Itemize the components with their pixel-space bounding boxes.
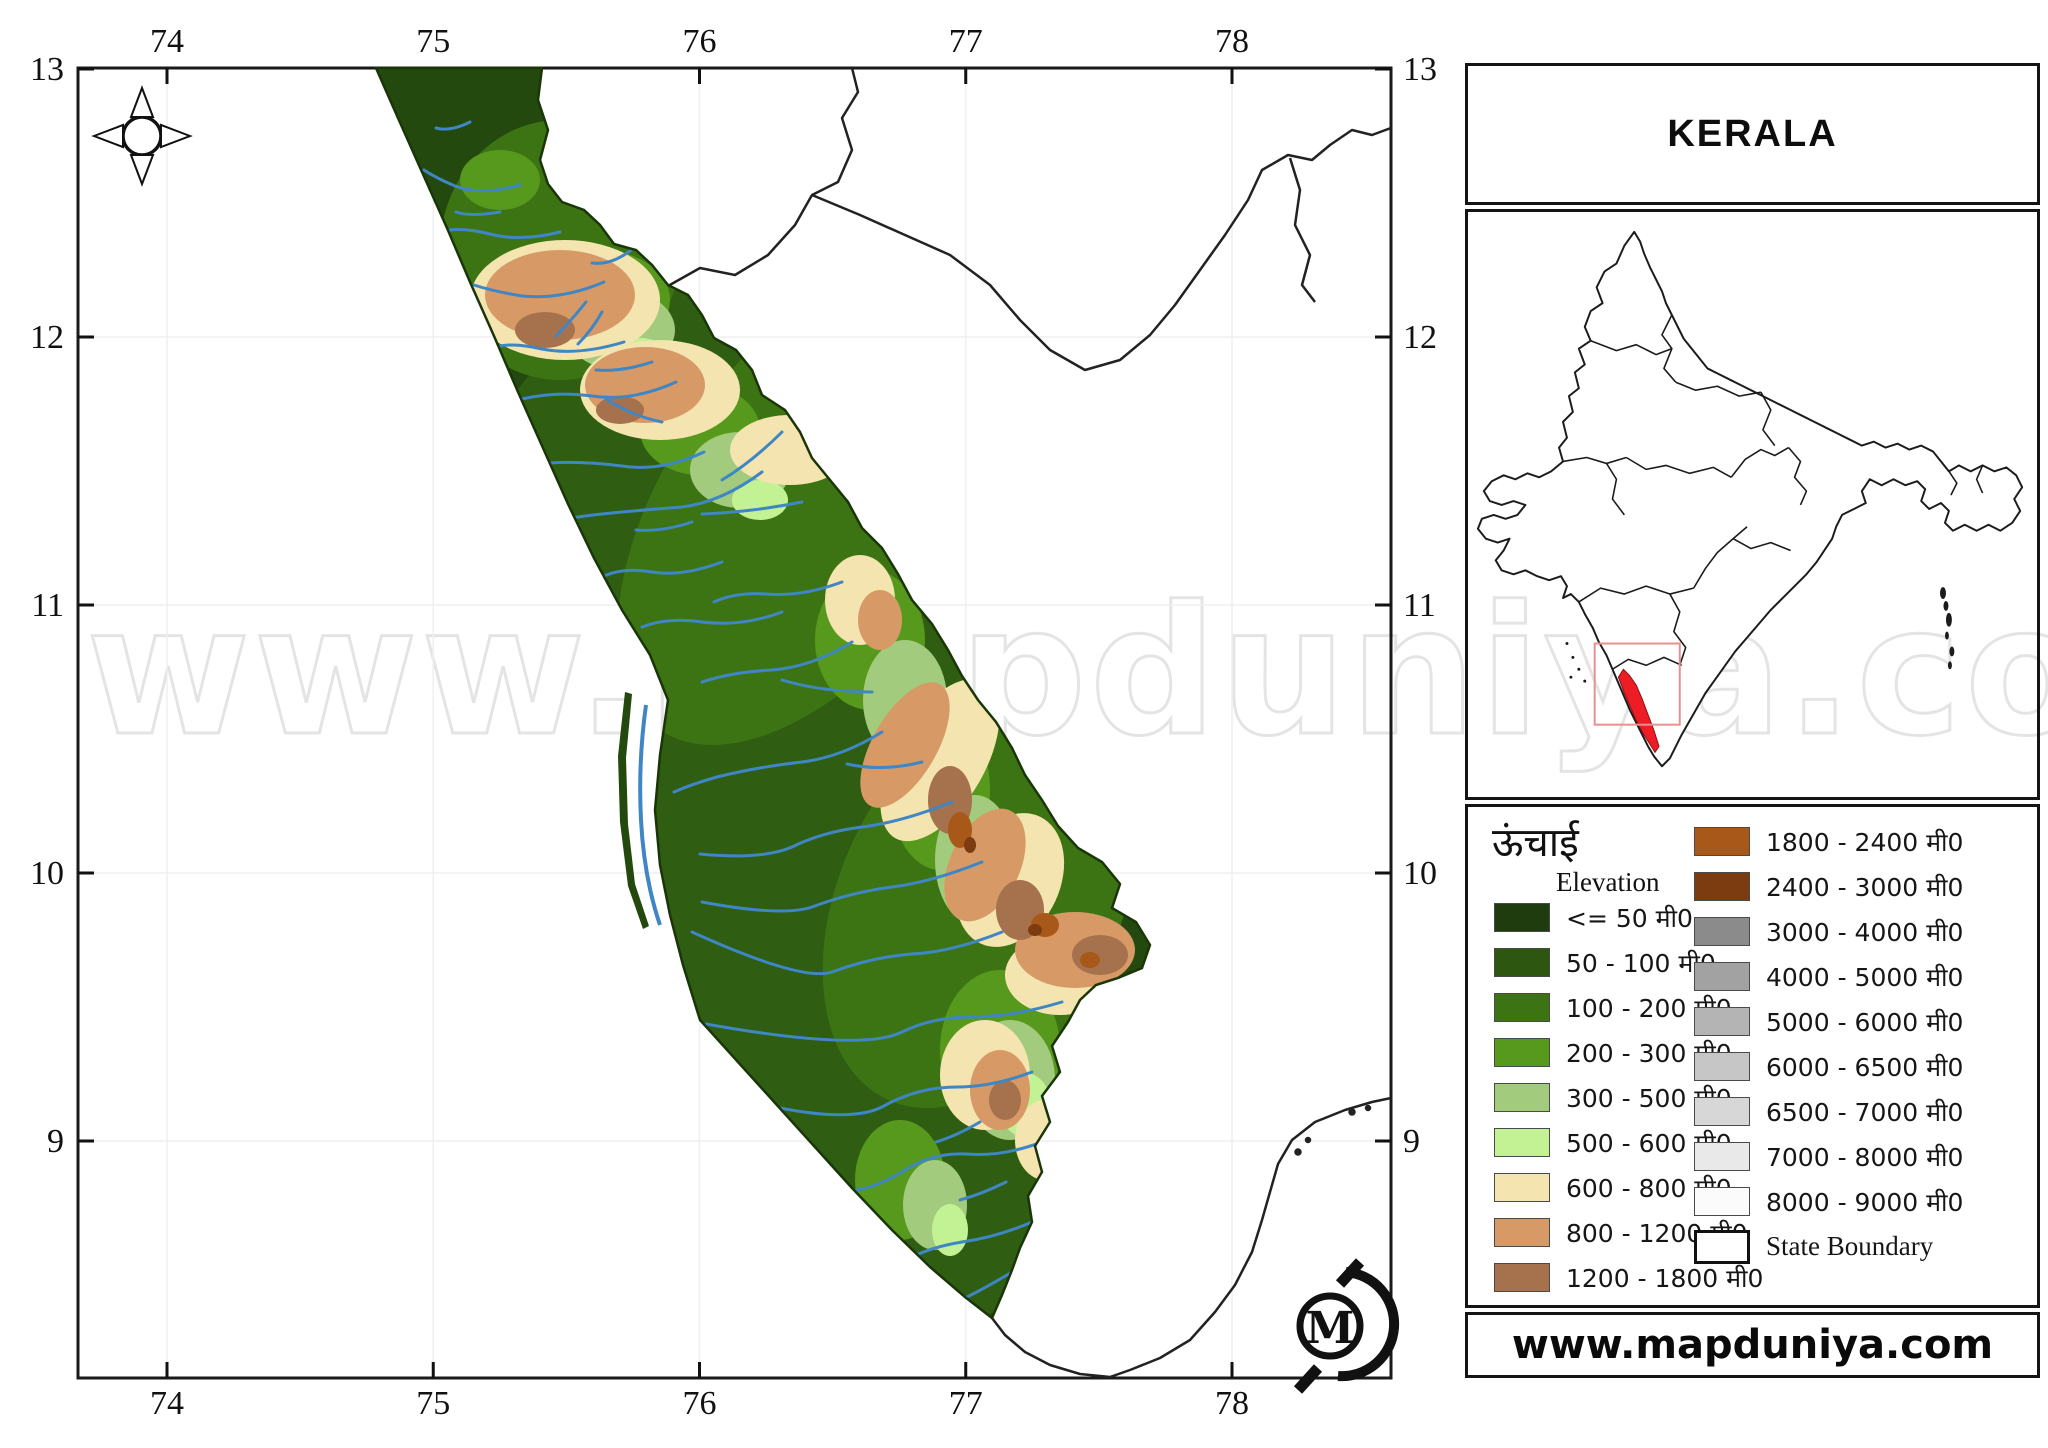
legend-item-label: 1800 - 2400 मी0 — [1766, 827, 1964, 857]
latitude-label: 10 — [30, 855, 64, 892]
map-title: KERALA — [1667, 112, 1838, 155]
legend-item: 1800 - 2400 मी0 — [1694, 819, 1963, 864]
legend-item-label: State Boundary — [1766, 1231, 1934, 1261]
svg-text:M: M — [1306, 1303, 1355, 1354]
legend-item-label: 3000 - 4000 मी0 — [1766, 917, 1964, 947]
longitude-label: 77 — [949, 23, 983, 60]
elevation-band-2400-3000 — [964, 837, 1042, 936]
elevation-swatch — [1494, 1038, 1550, 1067]
india-inset-map — [1476, 230, 2024, 768]
elevation-swatch — [1694, 1097, 1750, 1126]
legend-item: 2400 - 3000 मी0 — [1694, 864, 1963, 909]
elevation-band-1800-2400 — [948, 812, 1100, 968]
legend-item-label: 4000 - 5000 मी0 — [1766, 962, 1964, 992]
latitude-label: 10 — [1403, 855, 1437, 892]
legend-item-label: <= 50 मी0 — [1566, 903, 1693, 933]
elevation-swatch — [1494, 948, 1550, 977]
legend-item-label: 6500 - 7000 मी0 — [1766, 1097, 1964, 1127]
latitude-label: 12 — [30, 319, 64, 356]
longitude-label: 74 — [150, 23, 184, 60]
latitude-label: 13 — [1403, 51, 1437, 88]
legend-title-hindi: ऊंचाई — [1492, 820, 1579, 865]
panel-title-box: KERALA — [1465, 63, 2040, 205]
legend-item-label: 6000 - 6500 मी0 — [1766, 1052, 1964, 1082]
tamilnadu-coastline — [991, 1096, 1392, 1379]
legend-item: 5000 - 6000 मी0 — [1694, 999, 1963, 1044]
elevation-swatch — [1694, 1187, 1750, 1216]
elevation-swatch — [1694, 872, 1750, 901]
latitude-label: 11 — [31, 587, 64, 624]
latitude-label: 9 — [47, 1123, 64, 1160]
lakshadweep-islands — [1565, 642, 1587, 683]
latitude-label: 13 — [30, 51, 64, 88]
website-url: www.mapduniya.com — [1511, 1322, 1994, 1368]
andaman-islands — [1940, 587, 1955, 670]
legend-item-label: 8000 - 9000 मी0 — [1766, 1187, 1964, 1217]
elevation-swatch — [1494, 1218, 1550, 1247]
legend-title-english: Elevation — [1556, 867, 1660, 897]
elevation-swatch — [1694, 1142, 1750, 1171]
elevation-swatch — [1694, 1052, 1750, 1081]
legend-item-label: 7000 - 8000 मी0 — [1766, 1142, 1964, 1172]
latitude-label: 9 — [1403, 1123, 1420, 1160]
legend-item: 6500 - 7000 मी0 — [1694, 1089, 1963, 1134]
legend-item: <= 50 मी0 — [1494, 895, 1763, 940]
legend-column-right: 1800 - 2400 मी0 2400 - 3000 मी0 3000 - 400… — [1694, 819, 1963, 1269]
elevation-swatch — [1694, 917, 1750, 946]
elevation-swatch — [1494, 993, 1550, 1022]
legend-item: 6000 - 6500 मी0 — [1694, 1044, 1963, 1089]
elevation-swatch — [1694, 827, 1750, 856]
compass-rose-icon — [91, 85, 193, 187]
longitude-label: 78 — [1215, 1385, 1249, 1422]
longitude-label: 76 — [683, 23, 717, 60]
legend-item-label: 50 - 100 मी0 — [1566, 948, 1716, 978]
india-state-boundaries — [1562, 314, 1984, 670]
legend-item: 3000 - 4000 मी0 — [1694, 909, 1963, 954]
panel-legend-box: ऊंचाई Elevation <= 50 मी0 50 - 100 मी0 100… — [1465, 804, 2040, 1308]
mapduniya-logo-icon: M — [1293, 1258, 1400, 1394]
legend-item-label: 2400 - 3000 मी0 — [1766, 872, 1964, 902]
neighbour-state-boundaries — [667, 67, 1392, 372]
kerala-highlight — [1617, 668, 1660, 754]
legend-item: 7000 - 8000 मी0 — [1694, 1134, 1963, 1179]
elevation-swatch — [1494, 1173, 1550, 1202]
longitude-label: 77 — [949, 1385, 983, 1422]
longitude-label: 78 — [1215, 23, 1249, 60]
legend-item: 8000 - 9000 मी0 — [1694, 1179, 1963, 1224]
elevation-swatch — [1494, 1128, 1550, 1157]
legend-item: State Boundary — [1694, 1224, 1963, 1269]
legend-item: 4000 - 5000 मी0 — [1694, 954, 1963, 999]
state-boundary-swatch — [1694, 1229, 1750, 1264]
elevation-swatch — [1494, 903, 1550, 932]
kerala-locator-box — [1593, 642, 1681, 726]
legend-item: 50 - 100 मी0 — [1494, 940, 1763, 985]
elevation-swatch — [1694, 962, 1750, 991]
longitude-label: 75 — [416, 1385, 450, 1422]
elevation-swatch — [1494, 1083, 1550, 1112]
elevation-swatch — [1494, 1263, 1550, 1292]
legend-item: 1200 - 1800 मी0 — [1494, 1255, 1763, 1300]
legend-item-label: 1200 - 1800 मी0 — [1566, 1263, 1764, 1293]
longitude-label: 74 — [150, 1385, 184, 1422]
legend-item-label: 5000 - 6000 मी0 — [1766, 1007, 1964, 1037]
elevation-band-500-600 — [610, 338, 1051, 1256]
latitude-label: 12 — [1403, 319, 1437, 356]
panel-website-box: www.mapduniya.com — [1465, 1312, 2040, 1378]
elevation-swatch — [1694, 1007, 1750, 1036]
longitude-label: 76 — [683, 1385, 717, 1422]
longitude-label: 75 — [416, 23, 450, 60]
panel-inset-box — [1465, 209, 2040, 800]
